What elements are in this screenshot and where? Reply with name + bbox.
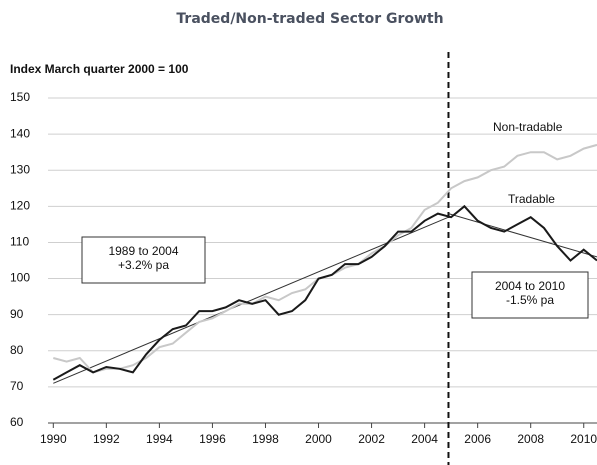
annotation-text: +3.2% pa <box>118 258 169 272</box>
annotation-text: -1.5% pa <box>506 293 554 307</box>
y-axis-label: Index March quarter 2000 = 100 <box>10 62 189 76</box>
y-tick-label: 110 <box>10 235 29 249</box>
y-tick-label: 100 <box>10 271 30 285</box>
x-tick-label: 2010 <box>570 432 597 446</box>
y-tick-label: 150 <box>10 90 30 104</box>
y-tick-label: 120 <box>10 199 30 213</box>
y-tick-label: 70 <box>10 379 24 393</box>
y-tick-label: 140 <box>10 126 30 140</box>
y-tick-label: 90 <box>10 307 24 321</box>
annotation-box <box>471 271 589 319</box>
x-tick-label: 2000 <box>305 432 332 446</box>
x-tick-label: 1998 <box>252 432 279 446</box>
x-tick-label: 2006 <box>464 432 491 446</box>
y-tick-label: 60 <box>10 415 24 429</box>
trend-line <box>448 213 597 258</box>
series-label: Non-tradable <box>493 120 563 134</box>
y-tick-label: 130 <box>10 162 30 176</box>
x-tick-label: 1992 <box>93 432 120 446</box>
x-tick-label: 1994 <box>146 432 173 446</box>
trend-line <box>53 216 449 384</box>
series-label: Tradable <box>508 192 555 206</box>
x-tick-label: 2002 <box>358 432 385 446</box>
x-tick-label: 2008 <box>517 432 544 446</box>
x-tick-label: 1996 <box>199 432 226 446</box>
x-tick-label: 1990 <box>40 432 67 446</box>
annotation-box <box>81 236 206 284</box>
y-tick-label: 80 <box>10 343 24 357</box>
annotation-text: 1989 to 2004 <box>108 244 178 258</box>
x-tick-label: 2004 <box>411 432 438 446</box>
chart-title: Traded/Non-traded Sector Growth <box>176 11 443 27</box>
series-line <box>52 204 597 381</box>
annotation-text: 2004 to 2010 <box>495 279 565 293</box>
